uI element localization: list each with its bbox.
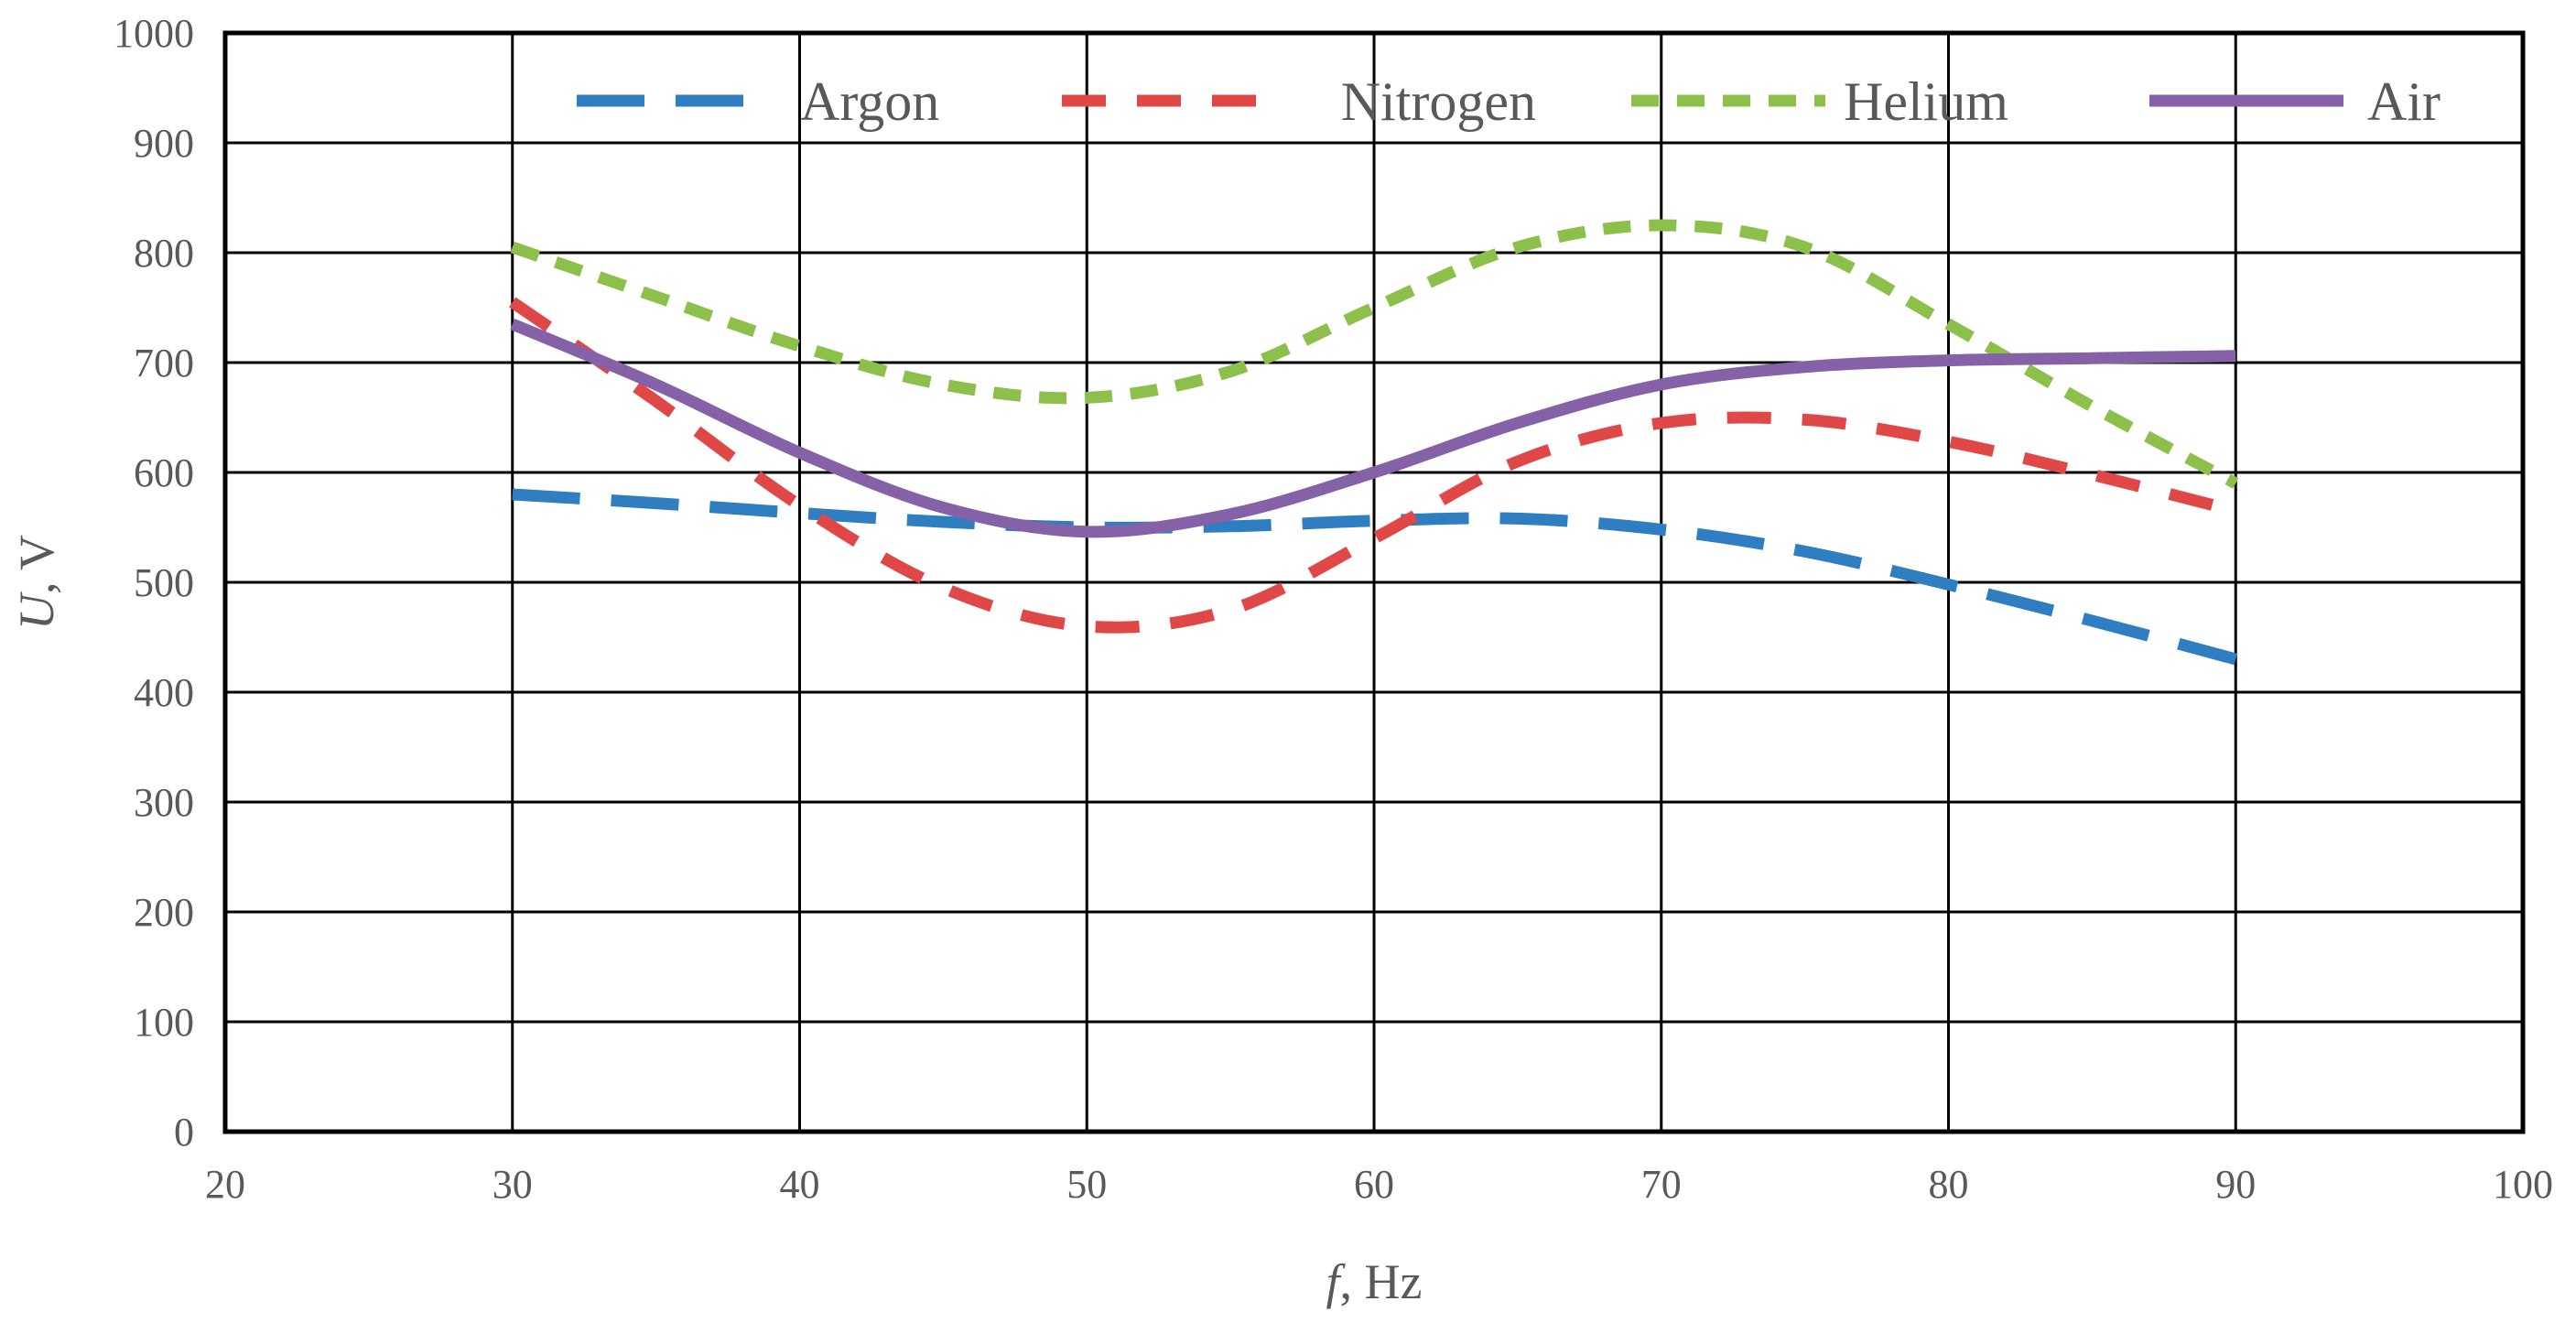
legend-item-nitrogen: Nitrogen [1062, 71, 1536, 132]
y-tick-label: 900 [134, 121, 194, 166]
x-tick-label: 60 [1354, 1162, 1394, 1207]
x-tick-label: 50 [1066, 1162, 1107, 1207]
y-tick-label: 0 [174, 1110, 194, 1155]
x-tick-label: 30 [492, 1162, 533, 1207]
series-line-helium [510, 219, 2239, 489]
x-tick-label: 90 [2215, 1162, 2256, 1207]
grid-layer [223, 31, 2525, 1133]
y-tick-label: 300 [134, 780, 194, 825]
tick-labels: 20 30 40 50 60 70 80 90 100010020030040050060070… [114, 11, 2553, 1207]
y-tick-label: 100 [134, 1000, 194, 1045]
x-tick-label: 100 [2493, 1162, 2553, 1207]
x-axis-label: f, Hz [1326, 1254, 1423, 1309]
x-tick-label: 70 [1641, 1162, 1682, 1207]
legend-label: Argon [800, 71, 939, 132]
legend: Argon Nitrogen Helium Air [577, 71, 2441, 132]
legend-label: Helium [1844, 71, 2008, 132]
series-line-argon [512, 488, 2237, 666]
y-axis-label: U, V [9, 535, 64, 630]
y-tick-label: 700 [134, 341, 194, 385]
legend-item-air: Air [2149, 71, 2441, 132]
legend-label: Nitrogen [1341, 71, 1536, 132]
x-tick-label: 20 [205, 1162, 245, 1207]
y-tick-label: 600 [134, 450, 194, 495]
legend-item-argon: Argon [577, 71, 939, 132]
series-line-air [510, 319, 2236, 538]
y-tick-label: 1000 [114, 11, 194, 56]
y-tick-label: 400 [134, 670, 194, 715]
plot-area-frame [222, 30, 2526, 1134]
y-axis-label-variable: U [9, 591, 64, 630]
series-layer [509, 219, 2239, 666]
x-axis-label-unit: , Hz [1340, 1254, 1423, 1309]
x-tick-label: 80 [1929, 1162, 1969, 1207]
legend-label: Air [2367, 71, 2441, 132]
x-tick-label: 40 [780, 1162, 820, 1207]
y-tick-label: 500 [134, 560, 194, 605]
y-tick-label: 200 [134, 890, 194, 935]
y-tick-label: 800 [134, 231, 194, 276]
legend-item-helium: Helium [1631, 71, 2008, 132]
y-axis-label-unit: , V [9, 535, 64, 594]
